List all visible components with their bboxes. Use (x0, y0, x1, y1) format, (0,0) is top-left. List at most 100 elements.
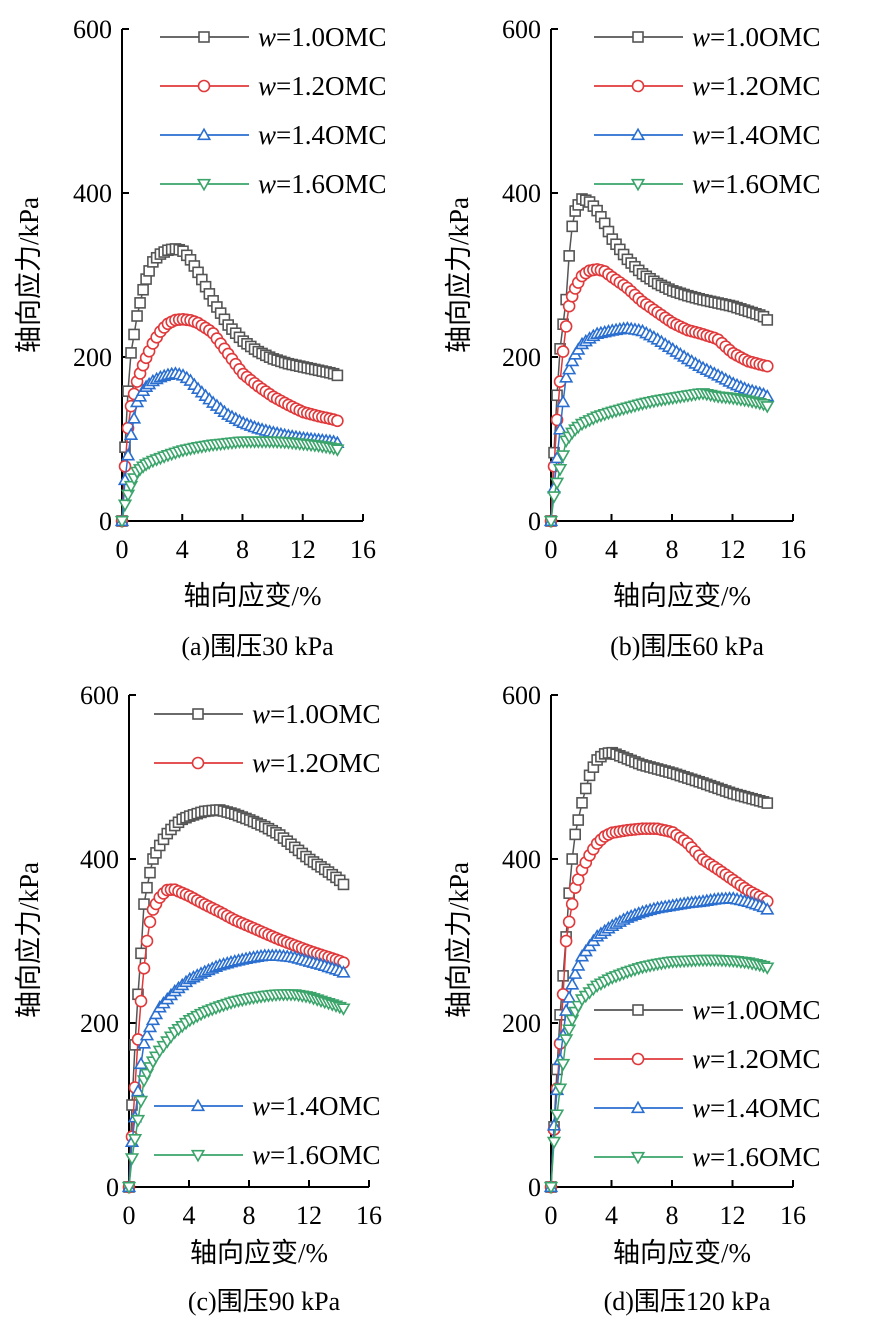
x-axis-title: 轴向应变/% (613, 581, 751, 611)
legend-label-value: =1.0OMC (710, 995, 821, 1025)
data-point (552, 422, 568, 435)
x-tick-label: 0 (123, 1201, 136, 1230)
legend-marker (630, 127, 646, 141)
panel-caption: (d)围压120 kPa (604, 1287, 771, 1316)
legend-label-value: =1.2OMC (710, 1044, 821, 1074)
legend-marker (198, 31, 210, 43)
legend-item-1-0: w=1.0OMC (594, 22, 821, 52)
x-tick-label: 12 (720, 1201, 746, 1230)
data-point (760, 359, 774, 373)
legend-item-1-6: w=1.6OMC (160, 169, 387, 199)
panel-caption: (c)围压90 kPa (188, 1287, 341, 1316)
legend-label-value: =1.4OMC (710, 1093, 821, 1123)
legend-label-value: =1.0OMC (276, 22, 387, 52)
legend-label: w=1.6OMC (258, 169, 387, 199)
legend-marker (632, 31, 644, 43)
legend-label-value: =1.6OMC (710, 1142, 821, 1172)
legend-label-variable: w (692, 1142, 710, 1172)
data-point (566, 853, 578, 865)
y-tick-label: 400 (502, 845, 541, 874)
data-point (130, 1083, 146, 1097)
y-tick-label: 0 (528, 1173, 541, 1202)
data-point (562, 990, 577, 1003)
legend-item-1-0: w=1.0OMC (154, 699, 381, 729)
y-axis-title: 轴向应力/kPa (14, 197, 44, 353)
data-point (546, 491, 562, 504)
y-tick-label: 600 (502, 15, 541, 44)
x-tick-label: 4 (605, 1201, 618, 1230)
legend-label-variable: w (692, 1093, 710, 1123)
legend-label-variable: w (692, 71, 710, 101)
data-point (118, 460, 132, 473)
legend-marker (190, 1149, 206, 1163)
data-point (119, 441, 131, 454)
legend-label-value: =1.2OMC (710, 71, 821, 101)
x-tick-label: 0 (545, 1201, 558, 1230)
legend-label-value: =1.2OMC (276, 71, 387, 101)
legend-label-variable: w (258, 120, 276, 150)
data-point (555, 450, 571, 463)
legend-item-1-4: w=1.4OMC (154, 1091, 381, 1121)
y-axis-title: 轴向应力/kPa (14, 862, 44, 1018)
legend-label-value: =1.0OMC (710, 22, 821, 52)
legend-label-variable: w (252, 699, 270, 729)
legend-label: w=1.0OMC (252, 699, 381, 729)
legend-label-variable: w (692, 995, 710, 1025)
legend-label: w=1.2OMC (258, 71, 387, 101)
legend-label: w=1.0OMC (692, 22, 821, 52)
legend-label-value: =1.6OMC (270, 1140, 381, 1170)
data-point (135, 947, 147, 960)
data-point (549, 1109, 565, 1122)
y-tick-label: 400 (73, 179, 112, 208)
y-tick-label: 200 (502, 1009, 541, 1038)
x-tick-label: 8 (236, 535, 249, 564)
data-point (543, 1181, 559, 1195)
data-point (555, 1058, 571, 1072)
y-axis-title: 轴向应力/kPa (444, 862, 474, 1018)
data-point (127, 1134, 143, 1147)
legend-label: w=1.4OMC (692, 1093, 821, 1123)
series-1-0 (545, 193, 774, 527)
legend-label: w=1.4OMC (252, 1091, 381, 1121)
y-tick-label: 200 (73, 343, 112, 372)
x-axis-title: 轴向应变/% (613, 1238, 751, 1268)
series-1-6 (121, 989, 351, 1195)
legend-item-1-0: w=1.0OMC (160, 22, 387, 52)
series-1-6 (543, 388, 775, 529)
x-tick-label: 8 (243, 1201, 256, 1230)
data-point (760, 902, 775, 915)
legend-label-value: =1.4OMC (270, 1091, 381, 1121)
data-point (565, 353, 580, 367)
x-tick-label: 8 (666, 535, 679, 564)
legend-label: w=1.2OMC (252, 748, 381, 778)
series-1-2 (122, 883, 350, 1194)
legend-marker (196, 127, 212, 141)
data-point (331, 414, 344, 428)
data-point (562, 361, 577, 375)
legend-marker (630, 1151, 646, 1165)
data-point (136, 1036, 152, 1049)
y-tick-label: 0 (106, 1173, 119, 1202)
x-axis-title: 轴向应变/% (184, 581, 322, 611)
legend-label: w=1.6OMC (252, 1140, 381, 1170)
data-point (134, 994, 148, 1008)
legend-label-variable: w (692, 22, 710, 52)
data-point (124, 1153, 140, 1166)
legend-label-variable: w (258, 22, 276, 52)
data-point (546, 1118, 562, 1131)
x-tick-label: 4 (605, 535, 618, 564)
series-1-2 (544, 263, 774, 528)
data-point (120, 448, 136, 461)
data-point (549, 477, 565, 491)
panel-caption: (a)围压30 kPa (181, 632, 334, 661)
legend-label-value: =1.4OMC (710, 120, 821, 150)
data-point (336, 965, 351, 978)
data-point (760, 962, 775, 975)
legend-marker (630, 1100, 646, 1114)
data-point (555, 394, 571, 408)
y-tick-label: 600 (73, 15, 112, 44)
legend-marker (631, 1052, 645, 1066)
data-point (128, 328, 140, 341)
legend-label-value: =1.4OMC (276, 120, 387, 150)
data-point (568, 966, 583, 979)
